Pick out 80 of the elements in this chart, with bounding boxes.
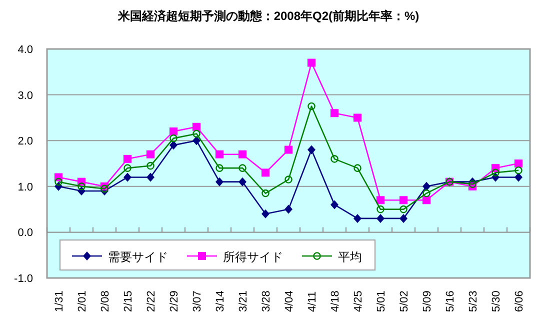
xtick: 5/09 [422,290,434,312]
point [100,184,108,193]
point [216,177,224,186]
point [376,214,384,223]
point [146,162,154,170]
xtick: 1/31 [54,290,66,312]
xtick: 4/04 [284,290,296,312]
xtick: 2/29 [168,290,180,312]
point [354,164,362,172]
point [308,102,316,110]
point [376,196,384,204]
ytick: 3.0 [18,90,33,102]
xtick: 2/08 [100,290,112,312]
xtick: 3/07 [192,290,204,312]
ytick: -1.0 [14,273,33,285]
point [330,109,338,118]
point [124,154,132,163]
point [330,200,338,210]
point [170,140,178,150]
ytick: 0.0 [18,227,33,240]
point [54,178,62,186]
point [284,204,292,214]
xtick: 2/15 [122,290,134,312]
xtick: 5/02 [398,290,410,312]
point [514,160,522,168]
point [284,146,292,154]
ytick: 4.0 [18,44,33,56]
xtick: 5/16 [444,290,456,312]
point [78,182,86,190]
xtick: 5/23 [468,290,480,312]
point [262,168,270,177]
point [284,176,292,184]
point [192,130,200,138]
point [330,155,338,163]
xtick: 2/01 [76,290,88,312]
point [400,214,408,223]
point [422,182,430,191]
point [170,127,178,136]
point [422,189,430,198]
ytick: 1.0 [18,181,33,194]
point [192,136,200,146]
point [400,205,408,214]
point [422,196,430,204]
xtick: 5/01 [376,290,388,312]
point [124,164,132,172]
legend-label: 所得サイド [223,250,283,264]
point [216,150,224,158]
point [124,172,132,182]
point [492,168,500,177]
point [262,189,270,198]
ytick: 2.0 [18,136,33,148]
title: 米国経済超短期予測の動態：2008年Q2(前期比年率：%) [118,9,420,23]
xtick: 3/14 [214,290,226,312]
point [514,172,522,182]
point [376,205,384,214]
point [308,145,316,154]
point [354,214,362,223]
legend-label: 需要サイド [108,250,168,264]
point [238,177,246,186]
point [514,166,522,174]
point [308,58,316,67]
xtick: 4/11 [306,291,318,312]
point [354,114,362,122]
xtick: 3/21 [238,290,250,312]
point [400,196,408,204]
point [146,150,154,158]
xtick: 4/18 [330,290,342,312]
point [170,134,178,142]
xtick: 2/22 [146,290,158,312]
point [216,164,224,172]
xtick: 4/25 [352,290,364,312]
xtick: 3/28 [260,290,272,312]
point [238,150,246,158]
point [238,164,246,172]
point [146,172,154,182]
legend-label: 平均 [338,250,362,264]
point [262,209,270,218]
point [192,122,200,131]
xtick: 5/30 [490,290,502,312]
xtick: 6/06 [514,290,526,312]
